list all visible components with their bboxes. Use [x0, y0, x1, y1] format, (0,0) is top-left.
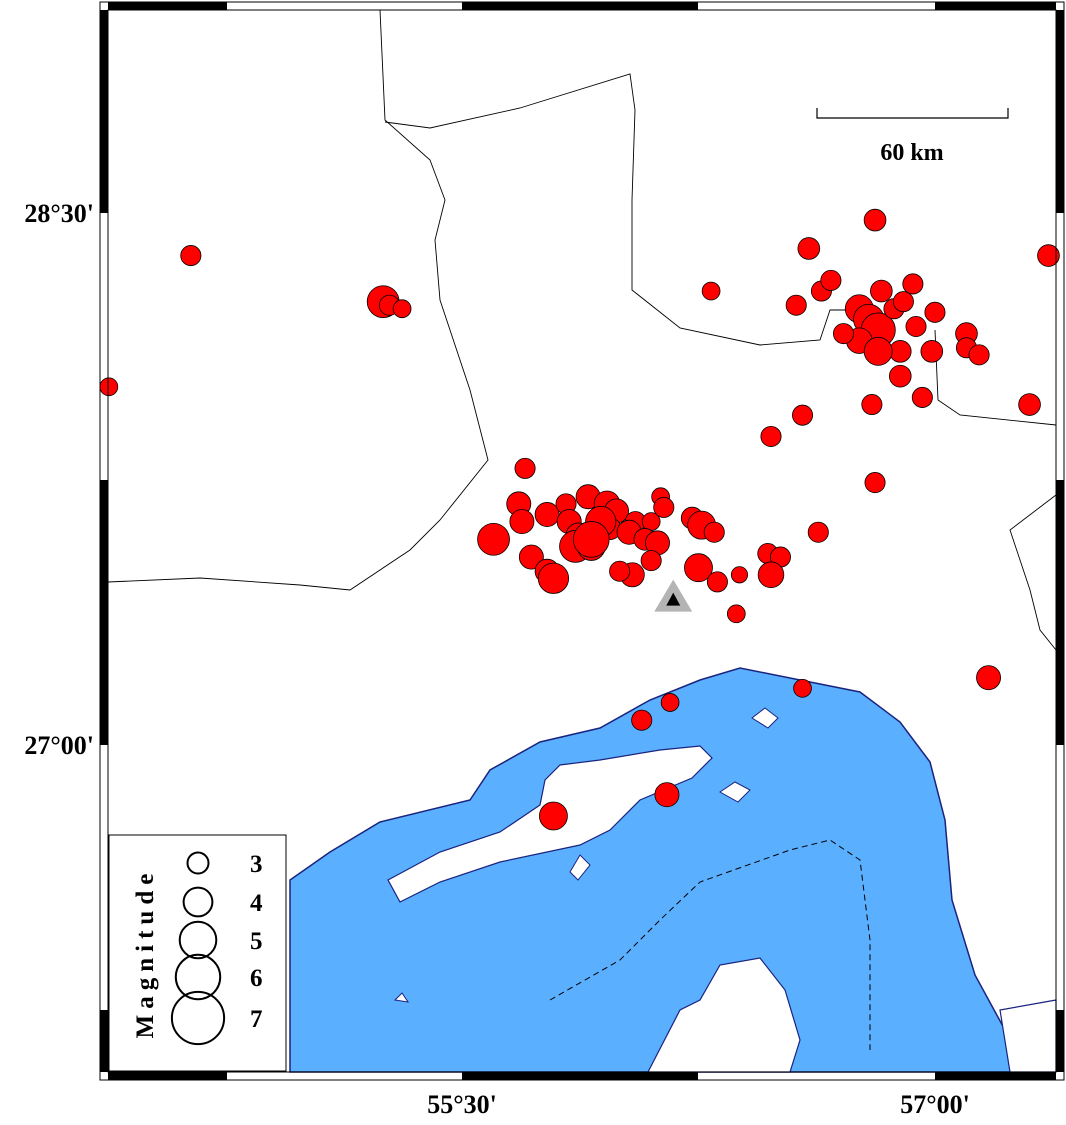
sea: [289, 667, 1027, 1073]
earthquake-event: [653, 496, 675, 518]
earthquake-event: [509, 509, 535, 535]
earthquake-event: [976, 665, 1002, 691]
legend-circle: [182, 886, 214, 918]
small-island: [751, 707, 779, 729]
earthquake-event: [920, 340, 944, 363]
earthquake-event: [180, 245, 202, 267]
province-borders: [107, 9, 1057, 651]
lon-tick-label: 55°30': [427, 1090, 497, 1119]
earthquake-event: [1018, 393, 1041, 416]
earthquake-event: [539, 801, 568, 831]
station-marker: [654, 579, 693, 612]
earthquake-event: [861, 394, 883, 416]
earthquake-event: [888, 364, 912, 388]
small-island: [393, 992, 410, 1003]
map-frame: [99, 1, 1065, 1081]
earthquake-event: [726, 604, 746, 624]
legend-label: 5: [250, 928, 263, 955]
earthquake-event: [1037, 244, 1060, 267]
earthquake-event: [660, 693, 680, 712]
legend-label: 4: [250, 890, 263, 917]
earthquake-event: [793, 678, 812, 698]
earthquake-event: [477, 522, 510, 556]
small-island: [719, 781, 751, 803]
earthquake-event: [863, 336, 893, 366]
lat-tick-label: 27°00': [24, 731, 94, 760]
earthquake-event: [609, 560, 631, 582]
legend-circle: [174, 953, 222, 1001]
legend-circle: [170, 990, 226, 1046]
earthquake-event: [534, 502, 560, 527]
earthquake-event: [911, 386, 933, 408]
legend-circle: [186, 851, 210, 875]
legend: Magnitude 3 4 5 6 7: [108, 834, 287, 1072]
earthquake-event: [792, 404, 814, 426]
legend-label: 6: [250, 965, 263, 992]
earthquake-event: [864, 472, 886, 494]
earthquake-event: [537, 562, 570, 594]
earthquake-event: [902, 273, 924, 295]
legend-title: Magnitude: [132, 868, 159, 1039]
earthquake-event: [820, 269, 842, 291]
earthquake-event: [654, 782, 680, 808]
earthquake-event: [905, 315, 927, 338]
earthquake-event: [785, 294, 807, 316]
musandam-peninsula: [647, 957, 801, 1073]
earthquake-event: [807, 521, 829, 543]
earthquake-event: [757, 561, 785, 589]
station-triangle-inner: [666, 592, 681, 606]
earthquake-events: [99, 208, 1060, 831]
small-island: [569, 854, 591, 881]
earthquake-event: [99, 377, 119, 397]
earthquake-event: [833, 323, 855, 345]
earthquake-event: [863, 208, 887, 232]
earthquake-event: [924, 301, 946, 323]
earthquake-event: [797, 237, 821, 260]
earthquake-event: [514, 457, 536, 479]
legend-label: 3: [250, 851, 263, 878]
scale-bar: 60 km: [816, 108, 1009, 166]
earthquake-event: [968, 344, 990, 366]
earthquake-event: [760, 425, 782, 447]
earthquake-event: [730, 566, 749, 584]
legend-circle: [178, 920, 218, 960]
earthquake-event: [518, 544, 544, 570]
earthquake-event: [892, 291, 914, 313]
earthquake-event: [706, 571, 728, 593]
earthquake-event: [684, 553, 713, 583]
earthquake-event: [392, 299, 412, 319]
earthquake-event: [870, 279, 893, 303]
earthquake-event: [703, 521, 725, 543]
legend-label: 7: [250, 1006, 263, 1033]
lat-tick-label: 28°30': [24, 199, 94, 228]
earthquake-event: [640, 550, 662, 572]
earthquake-event: [631, 709, 653, 731]
scale-bar-label: 60 km: [880, 140, 943, 166]
lon-tick-label: 57°00': [900, 1090, 970, 1119]
east-coast-land: [999, 999, 1057, 1073]
earthquake-event: [572, 521, 610, 558]
earthquake-event: [888, 340, 912, 363]
earthquake-event: [701, 281, 721, 301]
